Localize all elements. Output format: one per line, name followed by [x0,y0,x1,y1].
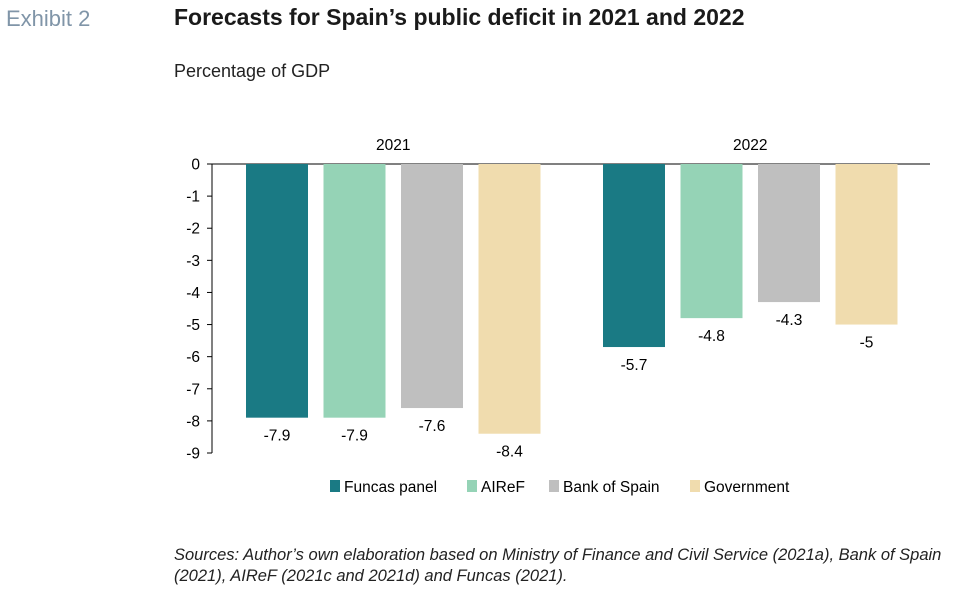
data-label: -7.9 [341,428,368,445]
y-tick-label: -5 [186,317,200,334]
category-label: 2021 [376,137,410,154]
category-label: 2022 [733,137,767,154]
data-label: -7.9 [264,428,291,445]
legend-swatch [549,480,559,492]
y-tick-label: -7 [186,381,200,398]
category-labels: 2021 2022 [376,137,767,154]
legend-label: Government [704,479,790,496]
data-label: -4.3 [776,312,803,329]
bar [758,164,820,303]
data-label: -5.7 [621,357,648,374]
legend: Funcas panel AIReF Bank of Spain Government [330,479,790,496]
bars [246,164,898,434]
y-tick-label: 0 [191,157,200,174]
chart-title: Forecasts for Spain’s public deficit in … [174,4,745,30]
legend-label: Bank of Spain [563,479,660,496]
y-tick-label: -8 [186,413,200,430]
chart-subtitle: Percentage of GDP [174,61,331,81]
y-tick-label: -2 [186,221,200,238]
y-tick-label: -3 [186,253,200,270]
bar [478,164,541,434]
data-label: -5 [860,335,874,352]
bar [246,164,308,418]
data-label: -8.4 [496,444,523,461]
bar [680,164,743,319]
data-labels: -7.9 -7.9 -7.6 -8.4 -5.7 -4.8 -4.3 -5 [264,312,874,461]
exhibit-label: Exhibit 2 [6,6,91,31]
y-tick-label: -9 [186,446,200,463]
legend-swatch [690,480,700,492]
bar [835,164,898,325]
y-tick-label: -1 [186,189,200,206]
sources-note: Sources: Author’s own elaboration based … [174,546,942,585]
bar [323,164,386,418]
y-tick-label: -4 [186,285,200,302]
data-label: -4.8 [698,328,725,345]
legend-label: AIReF [481,479,525,496]
data-label: -7.6 [419,418,446,435]
bar [603,164,665,348]
y-tick-label: -6 [186,349,200,366]
legend-swatch [330,480,340,492]
bar [401,164,463,409]
legend-swatch [467,480,477,492]
legend-label: Funcas panel [344,479,437,496]
